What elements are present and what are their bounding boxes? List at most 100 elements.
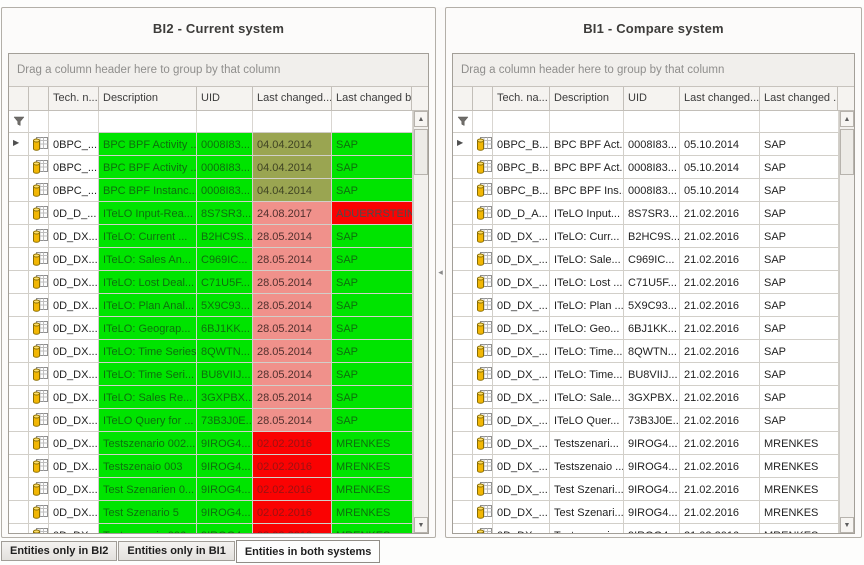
cell-date[interactable]: 28.05.2014: [253, 409, 332, 432]
cell-tech[interactable]: 0D_DX_...: [493, 386, 550, 409]
cell-tech[interactable]: 0BPC_B...: [493, 156, 550, 179]
cell-uid[interactable]: 9IROG4...: [197, 432, 253, 455]
filter-cell-tech-name[interactable]: [49, 111, 99, 133]
cell-by[interactable]: SAP: [332, 386, 413, 409]
filter-cell-last-changed-by[interactable]: [332, 111, 413, 133]
cell-by[interactable]: SAP: [760, 317, 839, 340]
cell-uid[interactable]: 8QWTN...: [197, 340, 253, 363]
cell-by[interactable]: SAP: [760, 202, 839, 225]
grid-row[interactable]: 0D_DX... ITeLO: Lost Deal... C71U5F... 28.0…: [9, 271, 413, 294]
cell-uid[interactable]: 3GXPBX...: [624, 386, 680, 409]
cell-by[interactable]: SAP: [332, 133, 413, 156]
cell-date[interactable]: 28.05.2014: [253, 271, 332, 294]
column-header-last-changed[interactable]: Last changed...: [253, 87, 332, 110]
cell-date[interactable]: 21.02.2016: [680, 478, 760, 501]
tab-entities-only-in-bi2[interactable]: Entities only in BI2: [1, 541, 118, 561]
cell-desc[interactable]: ITeLO: Time Seri...: [99, 363, 197, 386]
cell-uid[interactable]: 73B3J0E...: [197, 409, 253, 432]
cell-tech[interactable]: 0D_DX...: [49, 248, 99, 271]
cell-uid[interactable]: 0008I83...: [197, 179, 253, 202]
cell-by[interactable]: SAP: [332, 156, 413, 179]
cell-tech[interactable]: 0BPC_B...: [493, 179, 550, 202]
cell-desc[interactable]: Test Szenari...: [550, 501, 624, 524]
cell-by[interactable]: SAP: [332, 294, 413, 317]
cell-uid[interactable]: 6BJ1KK...: [624, 317, 680, 340]
cell-tech[interactable]: 0D_DX...: [49, 386, 99, 409]
scroll-up-button[interactable]: ▲: [414, 111, 428, 127]
cell-by[interactable]: SAP: [760, 363, 839, 386]
cell-date[interactable]: 21.02.2016: [680, 225, 760, 248]
grid-row[interactable]: 0D_DX... ITeLO: Sales An... C969IC... 28.05…: [9, 248, 413, 271]
cell-uid[interactable]: 0008I83...: [624, 133, 680, 156]
cell-tech[interactable]: 0D_DX_...: [493, 340, 550, 363]
column-header-last-changed[interactable]: Last changed...: [680, 87, 760, 110]
column-header-uid[interactable]: UID: [624, 87, 680, 110]
cell-uid[interactable]: 0008I83...: [197, 133, 253, 156]
grid-row[interactable]: 0D_DX... ITeLO: Time Seri... BU8VIIJ... 28.…: [9, 363, 413, 386]
cell-date[interactable]: 28.05.2014: [253, 340, 332, 363]
grid-row[interactable]: ▶ 0BPC_... BPC BPF Activity ... 0008I83... 0…: [9, 133, 413, 156]
vertical-scrollbar[interactable]: ▲ ▼: [413, 111, 428, 533]
cell-tech[interactable]: 0D_DX...: [49, 340, 99, 363]
cell-desc[interactable]: ITeLO: Time...: [550, 363, 624, 386]
cell-desc[interactable]: ITeLO: Lost ...: [550, 271, 624, 294]
cell-tech[interactable]: 0D_DX_...: [493, 409, 550, 432]
cell-by[interactable]: MRENKES: [760, 478, 839, 501]
cell-uid[interactable]: 9IROG4...: [197, 455, 253, 478]
cell-tech[interactable]: 0D_DX_...: [493, 317, 550, 340]
filter-cell-uid[interactable]: [197, 111, 253, 133]
cell-tech[interactable]: 0D_DX...: [49, 501, 99, 524]
scroll-up-button[interactable]: ▲: [840, 111, 854, 127]
column-header-last-changed-by[interactable]: Last changed by: [332, 87, 412, 110]
cell-date[interactable]: 21.02.2016: [680, 432, 760, 455]
grid-row[interactable]: 0D_DX_... ITeLO: Sale... 3GXPBX... 21.02.20…: [453, 386, 839, 409]
filter-cell-description[interactable]: [99, 111, 197, 133]
grid-row[interactable]: 0BPC_B... BPC BPF Act... 0008I83... 05.10.2…: [453, 156, 839, 179]
cell-date[interactable]: 28.05.2014: [253, 317, 332, 340]
cell-uid[interactable]: 9IROG4...: [197, 501, 253, 524]
cell-date[interactable]: 02.02.2016: [253, 432, 332, 455]
cell-desc[interactable]: Test Szenario 5: [99, 501, 197, 524]
cell-desc[interactable]: ITeLO: Sales Re...: [99, 386, 197, 409]
cell-date[interactable]: 21.02.2016: [680, 317, 760, 340]
grid-row[interactable]: 0D_DX... ITeLO: Current ... B2HC9S... 28.05…: [9, 225, 413, 248]
cell-tech[interactable]: 0D_D_A...: [493, 202, 550, 225]
grid-row[interactable]: 0D_DX...Testszenari...9IROG4...21.02.201…: [453, 524, 839, 533]
cell-date[interactable]: 28.05.2014: [253, 225, 332, 248]
grid-row[interactable]: 0D_DX... ITeLO: Plan Anal... 5X9C93... 28.0…: [9, 294, 413, 317]
splitter[interactable]: ◂: [436, 7, 445, 538]
cell-uid[interactable]: 3GXPBX...: [197, 386, 253, 409]
cell-tech[interactable]: 0D_DX_...: [493, 225, 550, 248]
scroll-thumb[interactable]: [840, 129, 854, 175]
cell-by[interactable]: MRENKES: [760, 524, 839, 533]
grid-row[interactable]: 0D_DX... ITeLO: Time Series 8QWTN... 28.05.…: [9, 340, 413, 363]
cell-date[interactable]: 24.08.2017: [253, 202, 332, 225]
cell-desc[interactable]: ITeLO: Sale...: [550, 386, 624, 409]
filter-cell-last-changed[interactable]: [253, 111, 332, 133]
cell-desc[interactable]: Testszenario 006: [99, 524, 197, 533]
cell-date[interactable]: 02.02.2016: [253, 524, 332, 533]
cell-uid[interactable]: 9IROG4...: [197, 524, 253, 533]
cell-date[interactable]: 21.02.2016: [680, 409, 760, 432]
cell-date[interactable]: 05.10.2014: [680, 179, 760, 202]
tab-entities-only-in-bi1[interactable]: Entities only in BI1: [118, 541, 235, 561]
cell-desc[interactable]: Testszenaio 003: [99, 455, 197, 478]
cell-uid[interactable]: BU8VIIJ...: [197, 363, 253, 386]
cell-by[interactable]: SAP: [332, 271, 413, 294]
cell-uid[interactable]: 9IROG4...: [624, 524, 680, 533]
cell-date[interactable]: 05.10.2014: [680, 133, 760, 156]
cell-desc[interactable]: BPC BPF Instanc...: [99, 179, 197, 202]
cell-date[interactable]: 28.05.2014: [253, 248, 332, 271]
filter-funnel-cell[interactable]: [9, 111, 29, 133]
cell-by[interactable]: MRENKES: [332, 455, 413, 478]
cell-tech[interactable]: 0D_DX...: [49, 524, 99, 533]
tab-entities-in-both-systems[interactable]: Entities in both systems: [235, 540, 381, 563]
cell-desc[interactable]: ITeLO Input...: [550, 202, 624, 225]
scroll-track[interactable]: [840, 177, 854, 517]
cell-uid[interactable]: 9IROG4...: [624, 501, 680, 524]
group-by-panel[interactable]: Drag a column header here to group by th…: [9, 54, 428, 87]
grid-row[interactable]: 0D_DX_... Testszenaio ... 9IROG4... 21.02.2…: [453, 455, 839, 478]
cell-desc[interactable]: BPC BPF Ins...: [550, 179, 624, 202]
cell-desc[interactable]: ITeLO Quer...: [550, 409, 624, 432]
cell-by[interactable]: SAP: [760, 248, 839, 271]
